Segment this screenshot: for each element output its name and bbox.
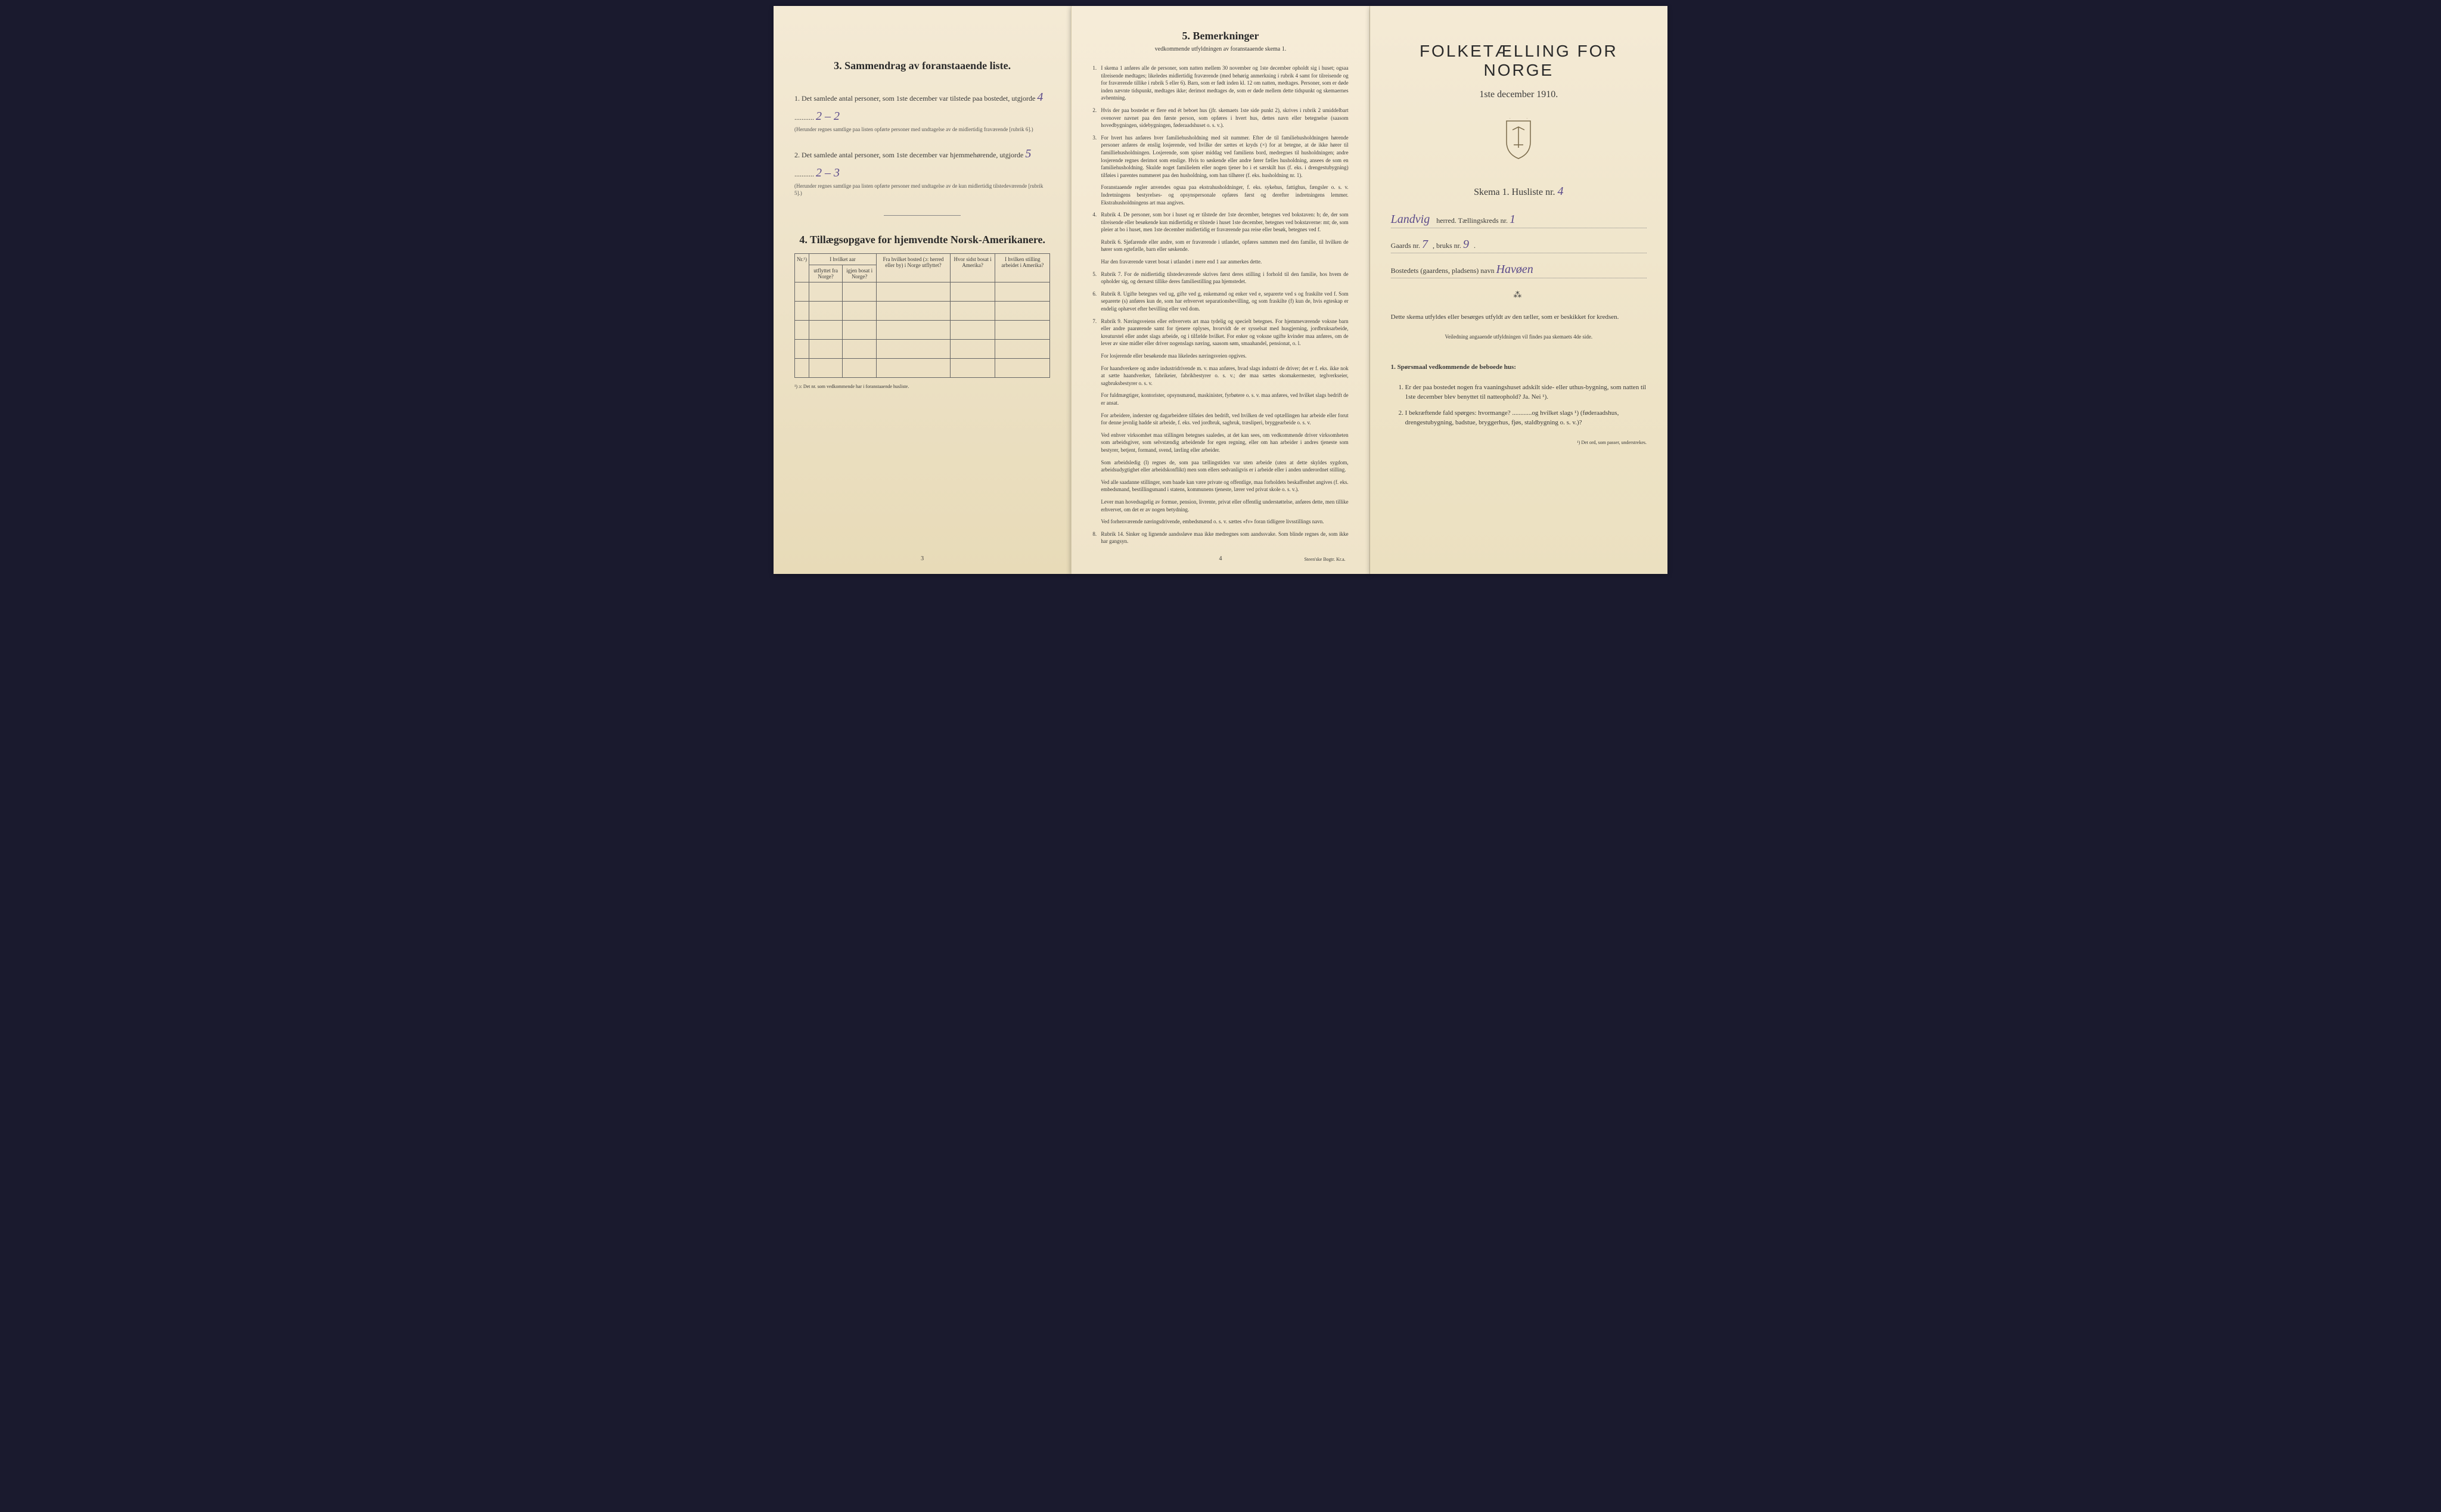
herred-value: Landvig	[1391, 213, 1430, 226]
divider	[884, 215, 961, 216]
th-year: I hvilket aar	[809, 253, 876, 265]
page-number: 4	[1219, 555, 1222, 562]
bosted-label: Bostedets (gaardens, pladsens) navn	[1391, 266, 1495, 275]
bosted-value: Havøen	[1496, 263, 1533, 276]
remark-item: Ved enhver virksomhet maa stillingen bet…	[1092, 431, 1348, 454]
remark-item: Foranstaaende regler anvendes ogsaa paa …	[1092, 184, 1348, 206]
herred-label: herred. Tællingskreds nr.	[1436, 216, 1508, 225]
table-row	[795, 358, 1050, 377]
item2-text: 2. Det samlede antal personer, som 1ste …	[794, 151, 1023, 159]
question-1: Er der paa bostedet nogen fra vaaningshu…	[1405, 383, 1647, 402]
gaards-nr: 7	[1422, 238, 1428, 251]
remark-item: Lever man hovedsagelig av formue, pensio…	[1092, 498, 1348, 513]
th-position: I hvilken stilling arbeidet i Amerika?	[995, 253, 1050, 282]
instr2: Veiledning angaaende utfyldningen vil fi…	[1391, 333, 1647, 341]
table-row	[795, 320, 1050, 339]
question-list: Er der paa bostedet nogen fra vaaningshu…	[1391, 383, 1647, 428]
remark-item: Har den fraværende været bosat i utlande…	[1092, 258, 1348, 266]
remark-item: For arbeidere, inderster og dagarbeidere…	[1092, 412, 1348, 427]
page-number: 3	[921, 555, 924, 562]
remark-item: 7.Rubrik 9. Næringsveiens eller erhverve…	[1092, 318, 1348, 347]
remark-item: 4.Rubrik 4. De personer, som bor i huset…	[1092, 211, 1348, 234]
gaards-label: Gaards nr.	[1391, 241, 1420, 250]
item1-breakdown: 2 – 2	[816, 110, 840, 123]
question-2: I bekræftende fald spørges: hvormange? .…	[1405, 408, 1647, 428]
husliste-nr: 4	[1558, 185, 1564, 198]
emigrant-table: Nr.¹) I hvilket aar Fra hvilket bosted (…	[794, 253, 1050, 378]
remark-item: Ved alle saadanne stillinger, som baade …	[1092, 479, 1348, 493]
remarks-list: 1.I skema 1 anføres alle de personer, so…	[1092, 64, 1348, 545]
th-returned: igjen bosat i Norge?	[843, 265, 877, 282]
bosted-line: Bostedets (gaardens, pladsens) navn Havø…	[1391, 263, 1647, 278]
gaards-line: Gaards nr. 7, bruks nr. 9.	[1391, 238, 1647, 253]
item1: 1. Det samlede antal personer, som 1ste …	[794, 88, 1050, 133]
bruks-nr: 9	[1463, 238, 1469, 251]
page-middle: 5. Bemerkninger vedkommende utfyldningen…	[1071, 6, 1369, 574]
item1-text: 1. Det samlede antal personer, som 1ste …	[794, 94, 1035, 103]
item1-value: 4	[1037, 91, 1043, 104]
page3-footnote: ¹) Det ord, som passer, understrekes.	[1391, 440, 1647, 445]
section3-title: 3. Sammendrag av foranstaaende liste.	[794, 60, 1050, 72]
remark-item: Rubrik 6. Sjøfarende eller andre, som er…	[1092, 238, 1348, 253]
table-row	[795, 282, 1050, 301]
page-right: FOLKETÆLLING FOR NORGE 1ste december 191…	[1370, 6, 1667, 574]
main-title: FOLKETÆLLING FOR NORGE	[1391, 42, 1647, 80]
remark-item: 8.Rubrik 14. Sinker og lignende aandsslø…	[1092, 530, 1348, 545]
remark-item: 6.Rubrik 8. Ugifte betegnes ved ug, gift…	[1092, 290, 1348, 313]
instr1: Dette skema utfyldes eller besørges utfy…	[1391, 312, 1647, 323]
table-row	[795, 301, 1050, 320]
census-date: 1ste december 1910.	[1391, 89, 1647, 100]
kreds-nr: 1	[1510, 213, 1515, 226]
section5-subtitle: vedkommende utfyldningen av foranstaaend…	[1092, 46, 1348, 52]
remark-item: 2.Hvis der paa bostedet er flere end ét …	[1092, 107, 1348, 129]
table-footnote: ¹) ɔ: Det nr. som vedkommende har i fora…	[794, 384, 1050, 389]
page-left: 3. Sammendrag av foranstaaende liste. 1.…	[774, 6, 1071, 574]
item1-helper: (Herunder regnes samtlige paa listen opf…	[794, 126, 1050, 133]
printer-mark: Steen'ske Bogtr. Kr.a.	[1304, 557, 1345, 562]
herred-line: Landvig herred. Tællingskreds nr. 1	[1391, 213, 1647, 228]
remark-item: For haandverkere og andre industridriven…	[1092, 365, 1348, 387]
th-nr: Nr.¹)	[795, 253, 809, 282]
section4-title: 4. Tillægsopgave for hjemvendte Norsk-Am…	[794, 234, 1050, 246]
coat-of-arms-icon	[1391, 118, 1647, 167]
remark-item: 1.I skema 1 anføres alle de personer, so…	[1092, 64, 1348, 102]
th-emigrated: utflyttet fra Norge?	[809, 265, 842, 282]
section5-title: 5. Bemerkninger	[1092, 30, 1348, 42]
remark-item: Ved forhenværende næringsdrivende, embed…	[1092, 518, 1348, 526]
th-where: Hvor sidst bosat i Amerika?	[950, 253, 995, 282]
remark-item: 3.For hvert hus anføres hver familiehush…	[1092, 134, 1348, 179]
remark-item: For losjerende eller besøkende maa likel…	[1092, 352, 1348, 360]
bruks-label: bruks nr.	[1436, 241, 1461, 250]
skema-line: Skema 1. Husliste nr. 4	[1391, 185, 1647, 198]
th-from: Fra hvilket bosted (ɔ: herred eller by) …	[877, 253, 951, 282]
skema-label: Skema 1. Husliste nr.	[1474, 187, 1555, 197]
table-row	[795, 339, 1050, 358]
remark-item: 5.Rubrik 7. For de midlertidig tilstedev…	[1092, 271, 1348, 285]
sporsmaal-title: 1. Spørsmaal vedkommende de beboede hus:	[1391, 362, 1647, 373]
remark-item: Som arbeidsledig (l) regnes de, som paa …	[1092, 459, 1348, 474]
item2: 2. Det samlede antal personer, som 1ste …	[794, 144, 1050, 197]
remark-item: For fuldmægtiger, kontorister, opsynsmæn…	[1092, 392, 1348, 406]
item2-value: 5	[1025, 147, 1031, 160]
item2-helper: (Herunder regnes samtlige paa listen opf…	[794, 182, 1050, 197]
ornament-icon: ⁂	[1391, 290, 1647, 300]
item2-breakdown: 2 – 3	[816, 166, 840, 179]
